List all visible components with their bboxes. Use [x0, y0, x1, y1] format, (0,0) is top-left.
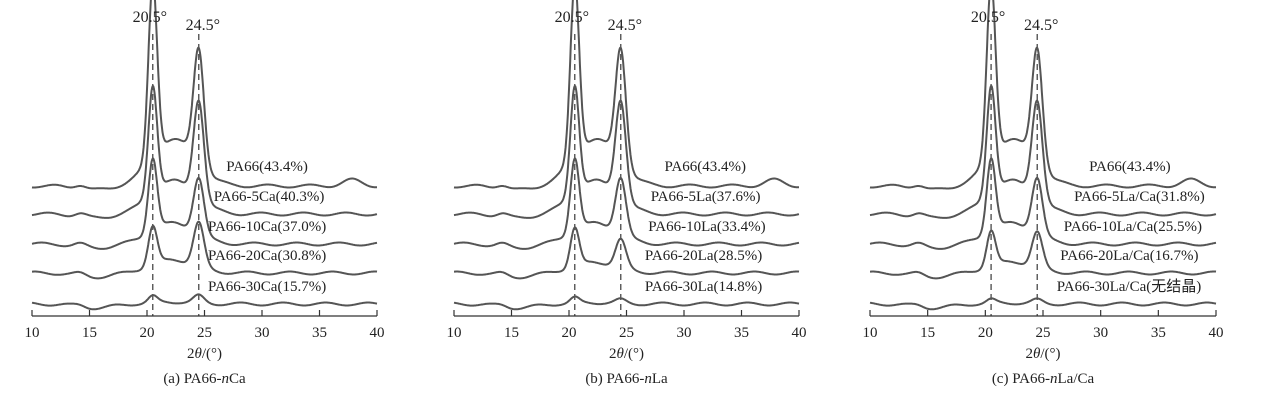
- series-label: PA66-5La(37.6%): [651, 189, 761, 205]
- series-label: PA66-10La(33.4%): [648, 219, 765, 235]
- peak-label: 24.5°: [608, 17, 642, 34]
- xrd-curve: [31, 157, 378, 250]
- x-tick-label: 30: [255, 325, 270, 341]
- x-tick-label: 35: [312, 325, 327, 341]
- panel-caption: (c) PA66-nLa/Ca: [992, 371, 1095, 387]
- x-tick-label: 10: [447, 325, 462, 341]
- series-label: PA66-5Ca(40.3%): [214, 189, 325, 205]
- xrd-curve: [869, 297, 1217, 311]
- x-tick-label: 40: [370, 325, 385, 341]
- xrd-curve: [869, 0, 1217, 190]
- xrd-curve: [31, 84, 378, 219]
- series-label: PA66-5La/Ca(31.8%): [1074, 189, 1205, 205]
- series-label: PA66-20La/Ca(16.7%): [1060, 248, 1198, 264]
- xrd-curve: [453, 0, 800, 190]
- x-axis-label: 2θ/(°): [1025, 346, 1060, 362]
- x-tick-label: 20: [562, 325, 577, 341]
- xrd-curve: [31, 293, 378, 311]
- series-label: PA66(43.4%): [226, 159, 308, 175]
- xrd-curve: [31, 0, 378, 190]
- x-tick-label: 25: [1036, 325, 1051, 341]
- x-tick-label: 15: [504, 325, 519, 341]
- x-tick-label: 40: [792, 325, 807, 341]
- peak-label: 20.5°: [555, 9, 589, 26]
- panel-caption: (a) PA66-nCa: [163, 371, 246, 387]
- series-label: PA66-30Ca(15.7%): [208, 279, 326, 295]
- peak-label: 24.5°: [1024, 17, 1058, 34]
- series-label: PA66-10La/Ca(25.5%): [1064, 219, 1202, 235]
- series-label: PA66-20La(28.5%): [645, 248, 762, 264]
- xrd-curve: [869, 157, 1217, 250]
- x-tick-label: 30: [677, 325, 692, 341]
- peak-label: 24.5°: [186, 17, 220, 34]
- x-tick-label: 35: [1151, 325, 1166, 341]
- peak-label: 20.5°: [971, 9, 1005, 26]
- xrd-curve: [869, 84, 1217, 219]
- series-label: PA66-30La/Ca(无结晶): [1057, 278, 1201, 295]
- panel-caption: (b) PA66-nLa: [585, 371, 668, 387]
- x-axis-label: 2θ/(°): [609, 346, 644, 362]
- xrd-curve: [453, 295, 800, 311]
- panel-c: PA66(43.4%) PA66-5La/Ca(31.8%) PA66-10La/C…: [863, 0, 1224, 387]
- xrd-curve: [453, 157, 800, 250]
- xrd-curve: [453, 84, 800, 219]
- series-label: PA66-20Ca(30.8%): [208, 248, 326, 264]
- xrd-curve: [453, 226, 800, 280]
- x-tick-label: 10: [25, 325, 40, 341]
- xrd-curve: [31, 220, 378, 280]
- panel-a: PA66(43.4%) PA66-5Ca(40.3%) PA66-10Ca(37.0…: [25, 0, 385, 387]
- x-tick-label: 20: [140, 325, 155, 341]
- xrd-curve: [869, 229, 1217, 280]
- x-axis-label: 2θ/(°): [187, 346, 222, 362]
- x-tick-label: 25: [619, 325, 634, 341]
- x-tick-label: 25: [197, 325, 212, 341]
- series-label: PA66(43.4%): [1089, 159, 1171, 175]
- peak-label: 20.5°: [133, 9, 167, 26]
- x-tick-label: 20: [978, 325, 993, 341]
- series-label: PA66-30La(14.8%): [645, 279, 762, 295]
- x-tick-label: 40: [1209, 325, 1224, 341]
- series-label: PA66(43.4%): [665, 159, 747, 175]
- x-tick-label: 15: [920, 325, 935, 341]
- x-tick-label: 15: [82, 325, 97, 341]
- panel-b: PA66(43.4%) PA66-5La(37.6%) PA66-10La(33.4…: [447, 0, 807, 387]
- series-label: PA66-10Ca(37.0%): [208, 219, 326, 235]
- x-tick-label: 10: [863, 325, 878, 341]
- x-tick-label: 30: [1093, 325, 1108, 341]
- x-tick-label: 35: [734, 325, 749, 341]
